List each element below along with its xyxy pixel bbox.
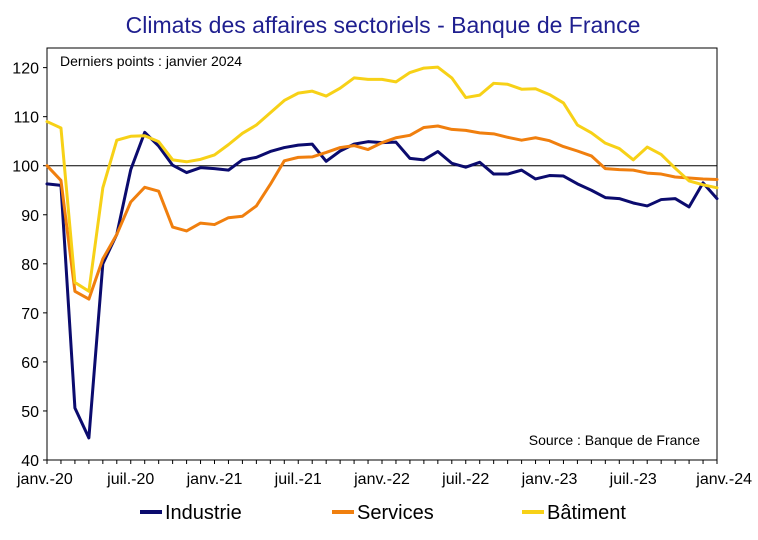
x-tick-label: janv.-23 [521, 471, 578, 488]
y-tick-label: 50 [21, 404, 39, 421]
x-tick-label: janv.-20 [16, 471, 73, 488]
legend-label-2: Bâtiment [547, 502, 626, 524]
x-axis: janv.-20 juil.-20 janv.-21 juil.-21 janv.-22… [16, 460, 752, 488]
x-tick-label: janv.-21 [186, 471, 243, 488]
chart-title: Climats des affaires sectoriels - Banque… [126, 12, 641, 38]
x-tick-label: juil.-22 [441, 471, 489, 488]
series-line-1 [45, 124, 719, 301]
x-tick-label: juil.-20 [106, 471, 154, 488]
y-axis: 40 50 60 70 80 90 100 110 120 [12, 61, 47, 470]
x-tick-label: juil.-21 [274, 471, 322, 488]
legend: Industrie Services Bâtiment [140, 502, 626, 524]
y-tick-label: 120 [12, 61, 39, 78]
x-tick-label: juil.-23 [609, 471, 657, 488]
y-tick-label: 110 [13, 110, 39, 127]
series-line-2 [45, 65, 719, 293]
y-tick-label: 90 [21, 208, 39, 225]
plot-area [46, 47, 718, 461]
y-tick-label: 60 [21, 355, 39, 372]
legend-label-1: Services [357, 502, 434, 524]
x-tick-label: janv.-24 [695, 471, 752, 488]
x-tick-label: janv.-22 [353, 471, 410, 488]
y-tick-label: 100 [12, 159, 39, 176]
chart-source: Source : Banque de France [529, 432, 700, 448]
chart-note: Derniers points : janvier 2024 [60, 53, 242, 69]
y-tick-label: 40 [21, 453, 39, 470]
legend-label-0: Industrie [165, 502, 242, 524]
y-tick-label: 70 [21, 306, 39, 323]
y-tick-label: 80 [21, 257, 39, 274]
series-lines [45, 65, 719, 440]
